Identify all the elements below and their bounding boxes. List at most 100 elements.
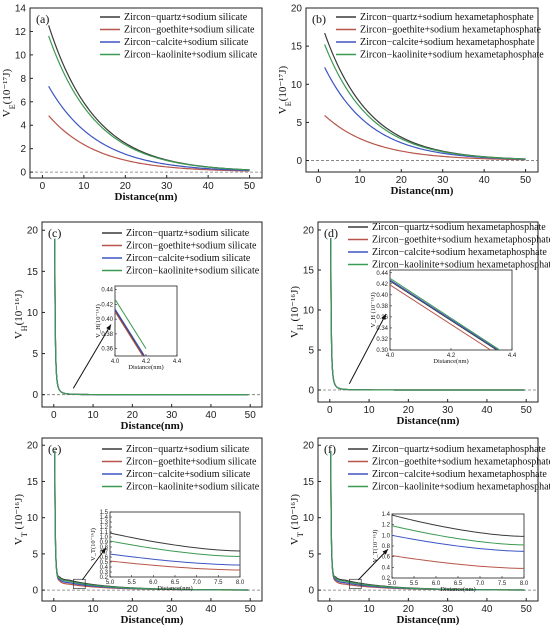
x-tick-label: 30	[161, 181, 173, 192]
plot-frame	[41, 437, 263, 602]
inset-y-label: V_T(10⁻¹⁶J)	[90, 528, 97, 561]
inset-y-tick-label: 0.36	[101, 347, 113, 353]
x-tick-label: 0	[40, 181, 46, 192]
y-tick-label: 10	[303, 513, 315, 524]
y-tick-label: 10	[15, 50, 27, 61]
inset-pointer-arrow	[72, 324, 112, 389]
inset-panel: 4.04.24.40.300.320.340.360.380.400.420.4…	[348, 269, 517, 385]
x-tick-label: 0	[51, 410, 57, 421]
x-tick-label: 20	[396, 175, 408, 186]
x-tick-label: 30	[437, 175, 449, 186]
inset-x-tick-label: 7.0	[476, 581, 485, 587]
inset-y-label: V_H(10⁻¹⁶J)	[95, 304, 102, 338]
inset-y-tick-label: 0.4	[100, 565, 109, 571]
inset-x-tick-label: 8.0	[520, 581, 529, 587]
inset-y-tick-label: 0.42	[376, 282, 388, 288]
inset-series-line-1	[110, 560, 240, 571]
inset-y-tick-label: 0.9	[100, 540, 109, 546]
inset-x-tick-label: 6.5	[454, 581, 463, 587]
inset-x-tick-label: 4.0	[111, 359, 120, 365]
inset-series-line-2	[110, 553, 240, 566]
inset-pointer-arrow	[357, 548, 389, 581]
inset-x-label: Distance(nm)	[157, 585, 192, 592]
x-tick-label: 20	[403, 405, 415, 416]
legend-entry: Zircon−goethite+sodium silicate	[126, 241, 257, 252]
arrow-head	[381, 314, 386, 320]
legend-entry: Zircon−kaolinite+sodium silicate	[124, 50, 258, 61]
inset-x-tick-label: 5.0	[388, 581, 397, 587]
x-tick-label: 40	[481, 405, 493, 416]
inset-series-line-1	[390, 284, 491, 350]
inset-y-tick-label: 1.5	[100, 510, 109, 516]
x-tick-label: 10	[354, 175, 366, 186]
x-tick-label: 40	[205, 604, 217, 615]
panel-label: (d)	[324, 226, 338, 240]
panel-label: (b)	[312, 12, 326, 26]
x-tick-label: 50	[521, 604, 533, 615]
inset-x-tick-label: 6.0	[149, 580, 158, 586]
y-tick-label: 8	[20, 74, 26, 85]
y-tick-label: 0	[296, 156, 302, 167]
series-line-2	[324, 67, 526, 160]
legend-entry: Zircon−quartz+sodium hexametaphosphate	[360, 12, 534, 23]
chart-panel-0: 0 10 20 30 40 50 0 2 4 6 8 10 12 14 Distance(nm) VE(10⁻…	[1, 4, 263, 203]
inset-y-tick-label: 0.3	[100, 570, 109, 576]
x-axis-label: Distance(nm)	[121, 420, 184, 432]
inset-x-tick-label: 6.0	[432, 581, 441, 587]
y-tick-label: 5	[296, 118, 302, 129]
plot-frame	[41, 221, 263, 408]
series-line-1	[324, 114, 526, 161]
inset-series-line-3	[390, 277, 501, 350]
inset-pointer-arrow	[348, 313, 387, 385]
x-tick-label: 40	[205, 410, 217, 421]
inset-frame	[114, 285, 178, 357]
y-axis-label: VT (10⁻¹⁶J)	[13, 494, 29, 545]
y-tick-label: 20	[291, 4, 303, 15]
inset-y-tick-label: 0.44	[376, 271, 388, 277]
x-tick-label: 20	[120, 181, 132, 192]
x-tick-label: 30	[442, 604, 454, 615]
plot-frame	[29, 7, 263, 179]
inset-x-tick-label: 4.4	[508, 353, 517, 359]
series-line-3	[54, 238, 249, 396]
y-tick-label: 0	[32, 586, 38, 597]
y-tick-label: 15	[303, 477, 315, 488]
series-line-2	[48, 86, 250, 172]
x-tick-label: 40	[203, 181, 215, 192]
panel-label: (c)	[48, 226, 61, 240]
legend-entry: Zircon−goethite+sodium hexametaphosphate	[360, 25, 542, 36]
y-tick-label: 15	[303, 266, 315, 277]
inset-series-line-2	[115, 308, 146, 356]
y-tick-label: 20	[303, 226, 315, 237]
inset-series-line-0	[110, 532, 240, 552]
x-tick-label: 10	[78, 181, 90, 192]
x-tick-label: 0	[327, 405, 333, 416]
y-tick-label: 20	[27, 441, 39, 452]
x-tick-label: 10	[88, 604, 100, 615]
y-tick-label: 0	[308, 586, 314, 597]
inset-panel: 5.0 5.5 6.0 6.5 7.0 7.5 8.0 0.2 0.4 0.6 0.8 1.0 1.2 1…	[349, 512, 529, 593]
inset-y-tick-label: 0.42	[101, 302, 113, 308]
x-tick-label: 30	[166, 604, 178, 615]
inset-y-tick-label: 1.0	[100, 535, 109, 541]
inset-y-tick-label: 0.32	[376, 337, 388, 343]
inset-x-tick-label: 4.0	[386, 353, 395, 359]
x-tick-label: 10	[364, 604, 376, 615]
inset-y-tick-label: 0.30	[376, 348, 388, 354]
y-tick-label: 2	[20, 144, 26, 155]
inset-x-tick-label: 7.5	[498, 581, 507, 587]
inset-y-tick-label: 0.2	[100, 575, 109, 581]
inset-x-tick-label: 7.5	[214, 580, 223, 586]
x-tick-label: 50	[244, 181, 256, 192]
arrow-head	[100, 547, 106, 554]
inset-series-line-2	[392, 534, 524, 552]
inset-series-line-0	[392, 514, 524, 537]
x-axis-label: Distance(nm)	[391, 185, 454, 197]
inset-y-tick-label: 1.3	[100, 520, 109, 526]
legend-entry: Zircon−quartz+sodium hexametaphosphate	[372, 222, 546, 233]
y-tick-label: 12	[15, 27, 27, 38]
legend-entry: Zircon−goethite+sodium hexametaphosphate	[372, 457, 550, 468]
series-line-3	[330, 237, 525, 391]
inset-y-tick-label: 0.8	[100, 545, 109, 551]
